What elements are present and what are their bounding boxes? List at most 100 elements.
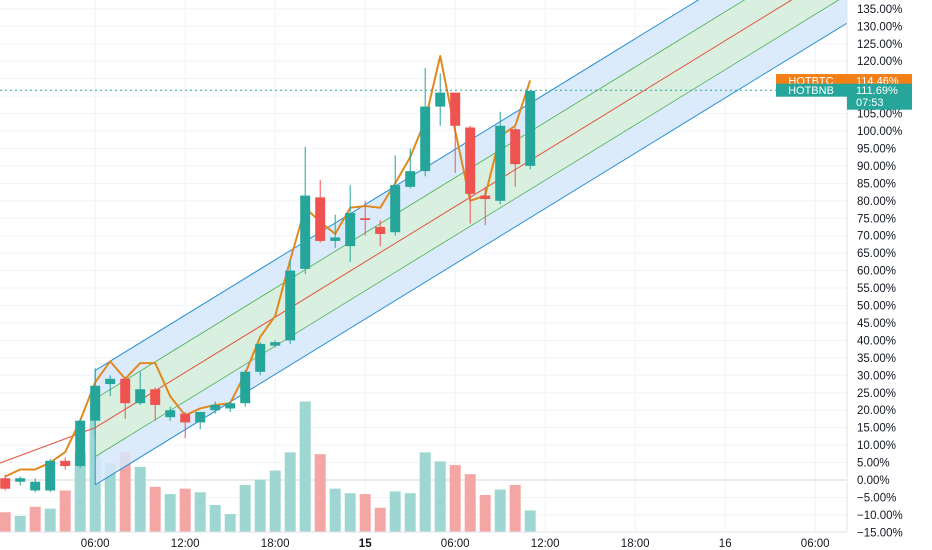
hotbnb-countdown-text: 07:53 bbox=[856, 97, 884, 109]
price-tick-label: −5.00% bbox=[857, 492, 896, 504]
hotbnb-price-text: 111.69% bbox=[856, 85, 898, 97]
volume-bar bbox=[359, 494, 371, 532]
candle-body-up bbox=[330, 237, 341, 241]
volume-bar bbox=[254, 479, 266, 532]
candle-body-up bbox=[435, 92, 446, 107]
candle-body-up bbox=[15, 478, 26, 482]
volume-bar bbox=[194, 492, 206, 532]
volume-bar bbox=[464, 474, 476, 532]
price-axis[interactable]: 135.00%130.00%125.00%120.00%115.00%110.0… bbox=[857, 4, 903, 540]
price-tick-label: −10.00% bbox=[857, 510, 903, 522]
channel-upper-edge bbox=[94, 0, 700, 371]
volume-bar bbox=[344, 493, 356, 532]
volume-bar bbox=[179, 488, 191, 532]
candle-body-up bbox=[45, 460, 56, 491]
volume-bar bbox=[419, 452, 431, 532]
price-tick-label: 75.00% bbox=[857, 213, 896, 225]
volume-bar bbox=[269, 470, 281, 532]
volume-bar bbox=[209, 504, 221, 532]
price-tick-label: 20.00% bbox=[857, 405, 896, 417]
volume-bar bbox=[119, 452, 131, 532]
price-tick-label: 80.00% bbox=[857, 196, 896, 208]
candle-body-up bbox=[90, 385, 101, 421]
candle-body-up bbox=[405, 171, 416, 187]
price-tick-label: 10.00% bbox=[857, 440, 896, 452]
channel-outer-fill bbox=[95, 0, 876, 485]
price-tick-label: 60.00% bbox=[857, 266, 896, 278]
time-tick-label: 06:00 bbox=[801, 538, 830, 550]
time-axis[interactable]: 06:00 12:00 18:00 15 06:00 12:00 18:00 16 06:00 bbox=[81, 538, 830, 550]
candle-body-down bbox=[120, 378, 131, 404]
candle-body-down bbox=[465, 127, 476, 194]
price-tick-label: 25.00% bbox=[857, 388, 896, 400]
price-tick-label: 70.00% bbox=[857, 231, 896, 243]
candle-body-up bbox=[300, 195, 311, 269]
volume-bar bbox=[0, 512, 11, 532]
candle-body-up bbox=[135, 389, 146, 404]
candle-body-up bbox=[390, 185, 401, 233]
volume-bar bbox=[479, 495, 491, 532]
price-tick-label: −15.00% bbox=[857, 527, 903, 539]
time-tick-label: 12:00 bbox=[171, 538, 200, 550]
candle-body-down bbox=[315, 197, 326, 241]
hotbnb-candles-layer bbox=[0, 68, 536, 493]
price-tick-label: 35.00% bbox=[857, 353, 896, 365]
candle-body-up bbox=[420, 106, 431, 172]
volume-bar bbox=[29, 506, 41, 532]
candle-body-down bbox=[150, 389, 161, 405]
candle-body-up bbox=[345, 213, 356, 247]
volume-bar bbox=[374, 507, 386, 532]
hotbnb-name-text: HOTBNB bbox=[788, 85, 834, 97]
hotbnb-price-badge bbox=[847, 83, 912, 110]
price-tick-label: 50.00% bbox=[857, 301, 896, 313]
price-tick-label: 135.00% bbox=[857, 4, 902, 16]
candle-body-up bbox=[210, 404, 221, 411]
volume-bar bbox=[149, 486, 161, 532]
price-tick-label: 85.00% bbox=[857, 178, 896, 190]
candle-body-up bbox=[525, 90, 536, 166]
price-tick-label: 125.00% bbox=[857, 39, 902, 51]
candle-body-up bbox=[495, 125, 506, 201]
price-tick-label: 30.00% bbox=[857, 370, 896, 382]
candle-body-up bbox=[75, 420, 86, 467]
volume-bar bbox=[74, 452, 86, 532]
volume-bar bbox=[299, 401, 311, 532]
candle-body-up bbox=[105, 378, 116, 385]
price-tick-label: 120.00% bbox=[857, 56, 902, 68]
time-tick-label: 06:00 bbox=[441, 538, 470, 550]
candle-body-up bbox=[240, 371, 251, 404]
time-tick-label: 16 bbox=[719, 538, 732, 550]
volume-bar bbox=[239, 485, 251, 532]
price-tick-label: 55.00% bbox=[857, 283, 896, 295]
volume-bar bbox=[404, 493, 416, 532]
time-axis-panel[interactable] bbox=[0, 532, 847, 550]
price-tick-label: 0.00% bbox=[857, 475, 890, 487]
volume-bar bbox=[134, 466, 146, 532]
candle-body-up bbox=[270, 342, 281, 346]
candle-body-down bbox=[60, 460, 71, 467]
regression-channel[interactable] bbox=[0, 0, 876, 486]
price-tick-label: 40.00% bbox=[857, 335, 896, 347]
candle-body-up bbox=[165, 410, 176, 418]
candle-body-down bbox=[480, 195, 491, 200]
price-tick-label: 65.00% bbox=[857, 248, 896, 260]
candle-body-down bbox=[360, 218, 371, 220]
price-tick-label: 5.00% bbox=[857, 458, 890, 470]
volume-bar bbox=[314, 454, 326, 532]
volume-layer bbox=[0, 399, 536, 532]
price-tick-label: 95.00% bbox=[857, 143, 896, 155]
time-tick-label: 12:00 bbox=[531, 538, 560, 550]
candle-body-up bbox=[30, 481, 41, 491]
price-tick-label: 90.00% bbox=[857, 161, 896, 173]
candle-body-down bbox=[0, 478, 11, 489]
volume-bar bbox=[449, 465, 461, 532]
volume-bar bbox=[389, 491, 401, 532]
volume-bar bbox=[434, 461, 446, 532]
volume-bar bbox=[59, 490, 71, 532]
hotbnb-name-tag bbox=[776, 83, 847, 97]
volume-bar bbox=[524, 510, 536, 532]
price-tick-label: 105.00% bbox=[857, 109, 902, 121]
candle-body-down bbox=[180, 413, 191, 423]
volume-bar bbox=[509, 485, 521, 532]
